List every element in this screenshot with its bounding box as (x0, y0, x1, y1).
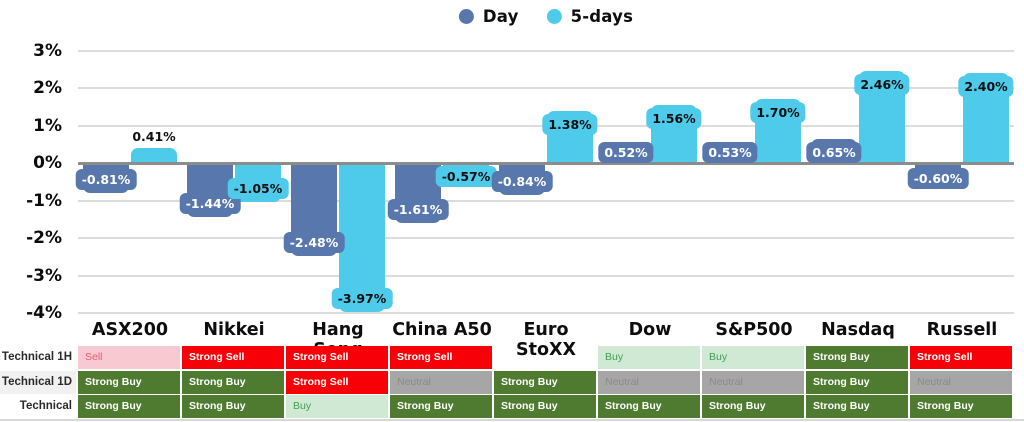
row-label-technical-1d: Technical 1D (0, 370, 76, 394)
rating-cell-technical-1w-nikkei: Strong Buy (182, 395, 284, 418)
rating-cell-technical-1d-russell: Neutral (910, 370, 1012, 394)
rating-cell-technical-1h-dow: Buy (598, 346, 700, 369)
day-value-label-hang-seng: -2.48% (283, 232, 345, 253)
rating-cell-technical-1d-nikkei: Strong Buy (182, 370, 284, 394)
gridline (78, 199, 1014, 202)
day-value-label-s-p500: 0.53% (702, 141, 758, 163)
gridline (78, 237, 1014, 239)
table-bottom-divider (0, 419, 1024, 421)
gridline (78, 312, 1014, 314)
category-label-s-p500: S&P500 (715, 320, 793, 340)
day-value-label-nasdaq: 0.65% (806, 141, 862, 163)
gridline (78, 49, 1014, 52)
y-axis-tick-label: -1% (26, 190, 62, 211)
category-label-asx200: ASX200 (91, 320, 169, 340)
category-label-nikkei: Nikkei (203, 320, 265, 340)
gridline (78, 87, 1014, 89)
rating-cell-technical-1h-hang-seng: Strong Sell (286, 346, 388, 369)
rating-cell-technical-1h-asx200: Sell (78, 346, 180, 369)
rating-cell-technical-1d-euro-stoxx: Strong Buy (494, 370, 596, 394)
rating-cell-technical-1h-s-p500: Buy (702, 346, 804, 369)
rating-cell-technical-1w-china-a50: Strong Buy (390, 395, 492, 418)
legend-item-5days[interactable]: 5-days (546, 7, 634, 26)
day-value-label-asx200: -0.81% (75, 169, 137, 191)
zero-axis-line (78, 162, 1014, 165)
chart-legend: Day 5-days (458, 7, 634, 26)
rating-cell-technical-1w-euro-stoxx: Strong Buy (494, 395, 596, 418)
5-days-bar-asx200 (131, 147, 177, 163)
5-days-value-label-dow: 1.56% (646, 107, 702, 129)
5-days-value-label-hang-seng: -3.97% (331, 287, 393, 309)
rating-cell-technical-1d-s-p500: Neutral (702, 370, 804, 394)
day-value-label-dow: 0.52% (598, 142, 654, 163)
row-label-technical-1h: Technical 1H (1, 351, 72, 363)
5-days-value-label-nasdaq: 2.46% (854, 73, 910, 95)
category-label-nasdaq: Nasdaq (821, 320, 895, 340)
category-label-dow: Dow (628, 320, 672, 340)
category-label-china-a50: China A50 (392, 320, 492, 340)
row-label-technical-1w: Technical 1W (19, 400, 72, 412)
rating-cell-technical-1h-china-a50: Strong Sell (390, 346, 492, 369)
rating-cell-technical-1w-russell: Strong Buy (910, 395, 1012, 418)
five-days-series-dot-icon (546, 9, 562, 24)
rating-cell-technical-1w-s-p500: Strong Buy (702, 395, 804, 418)
y-axis-tick-label: 3% (33, 40, 62, 61)
5-days-value-label-china-a50: -0.57% (435, 166, 497, 188)
rating-cell-technical-1d-dow: Neutral (598, 370, 700, 394)
day-value-label-china-a50: -1.61% (387, 199, 449, 221)
rating-cell-technical-1w-asx200: Strong Buy (78, 395, 180, 418)
5-days-bar-hang-seng (339, 163, 385, 312)
category-label-russell: Russell (926, 320, 998, 340)
rating-cell-technical-1h-euro-stoxx-empty (494, 346, 596, 369)
gridline (78, 274, 1014, 277)
y-axis-tick-label: 1% (33, 115, 62, 136)
legend-label-day: Day (482, 7, 519, 26)
day-series-dot-icon (458, 9, 474, 24)
5-days-value-label-asx200: 0.41% (132, 128, 176, 144)
index-performance-bar-chart: 3% 2% 1% 0% -1% -2% -3% -4% -0.81% 0.41% ASX200 -1.… (26, 40, 1014, 360)
day-value-label-nikkei: -1.44% (179, 193, 241, 214)
rating-cell-technical-1d-asx200: Strong Buy (78, 370, 180, 394)
y-axis-tick-label: 0% (33, 153, 62, 173)
rating-cell-technical-1h-nasdaq: Strong Buy (806, 346, 908, 369)
rating-cell-technical-1d-nasdaq: Strong Buy (806, 370, 908, 394)
rating-cell-technical-1h-nikkei: Strong Sell (182, 346, 284, 369)
legend-label-5days: 5-days (570, 7, 634, 26)
5-days-value-label-euro-stoxx: 1.38% (542, 114, 598, 136)
5-days-value-label-russell: 2.40% (958, 76, 1014, 97)
5-days-value-label-s-p500: 1.70% (750, 102, 806, 124)
rating-cell-technical-1h-russell: Strong Sell (910, 346, 1012, 369)
rating-cell-technical-1w-dow: Strong Buy (598, 395, 700, 418)
day-value-label-russell: -0.60% (907, 167, 969, 189)
category-label-euro-stoxx: Euro StoXX (516, 320, 576, 360)
y-axis-tick-label: -4% (26, 303, 62, 323)
day-value-label-euro-stoxx: -0.84% (491, 170, 553, 192)
rating-cell-technical-1d-china-a50: Neutral (390, 370, 492, 394)
y-axis-tick-label: -2% (26, 228, 62, 248)
rating-cell-technical-1w-nasdaq: Strong Buy (806, 395, 908, 418)
y-axis-tick-label: -3% (26, 265, 62, 286)
5-days-value-label-nikkei: -1.05% (227, 178, 289, 200)
legend-item-day[interactable]: Day (458, 7, 519, 26)
y-axis-tick-label: 2% (33, 78, 62, 98)
rating-cell-technical-1w-hang-seng: Buy (286, 395, 388, 418)
rating-cell-technical-1d-hang-seng: Strong Sell (286, 370, 388, 394)
